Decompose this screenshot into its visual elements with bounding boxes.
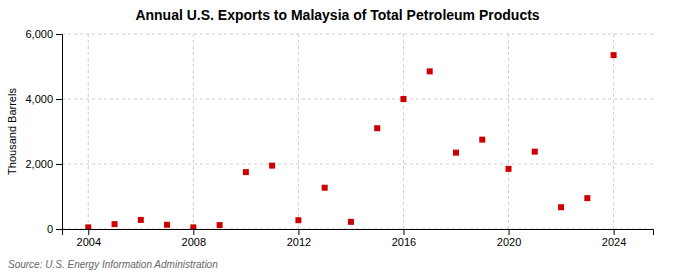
y-tick-mark (56, 164, 62, 165)
x-tick-mark (614, 229, 615, 235)
y-tick-label: 4,000 (25, 93, 53, 105)
annotation: Source: U.S. Energy Information Administ… (8, 259, 218, 270)
y-tick: 4,000 (25, 93, 62, 105)
y-grid-line (62, 164, 653, 165)
marks (85, 52, 616, 229)
point (506, 166, 512, 172)
y-tick: 6,000 (25, 28, 62, 40)
point (584, 195, 590, 201)
chart-title: Annual U.S. Exports to Malaysia of Total… (135, 7, 539, 23)
x-tick-label: 2020 (497, 236, 521, 248)
point (243, 169, 249, 175)
y-tick-label: 2,000 (25, 158, 53, 170)
point (112, 221, 118, 227)
x-grid-line (508, 34, 509, 229)
point (532, 149, 538, 155)
x-grid-line (193, 34, 194, 229)
point (348, 219, 354, 225)
y-tick-mark (56, 229, 62, 230)
y-axis: 0 2,000 4,000 6,000 (25, 28, 62, 235)
point (322, 185, 328, 191)
y-grid-line (62, 99, 653, 100)
x-grid-line (403, 34, 404, 229)
x-tick-label: 2016 (392, 236, 416, 248)
x-tick: 2008 (182, 229, 206, 248)
point (400, 96, 406, 102)
y-tick: 0 (47, 223, 62, 235)
y-tick-label: 6,000 (25, 28, 53, 40)
point (138, 217, 144, 223)
x-axis-line (63, 230, 654, 236)
x-tick-label: 2008 (182, 236, 206, 248)
chart-svg: 2004 2008 2012 2016 2020 2024 0 2,000 4,000 6,000… (0, 0, 675, 275)
y-axis-line (56, 35, 63, 230)
x-tick-label: 2004 (77, 236, 101, 248)
y-grid-line (62, 34, 653, 35)
x-tick: 2020 (497, 229, 521, 248)
x-grid-line (613, 34, 614, 229)
x-tick-label: 2024 (602, 236, 626, 248)
point (427, 68, 433, 74)
point (85, 224, 91, 229)
y-tick-label: 0 (47, 223, 53, 235)
x-tick-label: 2012 (287, 236, 311, 248)
point (479, 137, 485, 143)
x-tick-mark (403, 229, 404, 235)
point (611, 52, 617, 58)
x-grid-line (298, 34, 299, 229)
x-tick-mark (193, 229, 194, 235)
point (164, 222, 170, 228)
x-tick: 2004 (77, 229, 101, 248)
plot-area: 2004 2008 2012 2016 2020 2024 0 2,000 4,000 6,000 (25, 28, 653, 248)
x-tick: 2024 (602, 229, 626, 248)
y-axis-title: Thousand Barrels (6, 88, 18, 175)
x-tick: 2012 (287, 229, 311, 248)
x-tick-mark (298, 229, 299, 235)
y-tick: 2,000 (25, 158, 62, 170)
point (190, 224, 196, 229)
x-tick: 2016 (392, 229, 416, 248)
point (374, 125, 380, 131)
x-tick-mark (509, 229, 510, 235)
point (217, 222, 223, 228)
point (295, 217, 301, 223)
chart-container: 2004 2008 2012 2016 2020 2024 0 2,000 4,000 6,000… (0, 0, 675, 275)
point (558, 204, 564, 210)
x-axis: 2004 2008 2012 2016 2020 2024 (63, 229, 654, 248)
x-tick-mark (88, 229, 89, 235)
point (269, 163, 275, 169)
point (453, 150, 459, 156)
x-grid-line (88, 34, 89, 229)
y-tick-mark (56, 34, 62, 35)
grid (62, 34, 653, 229)
y-tick-mark (56, 99, 62, 100)
